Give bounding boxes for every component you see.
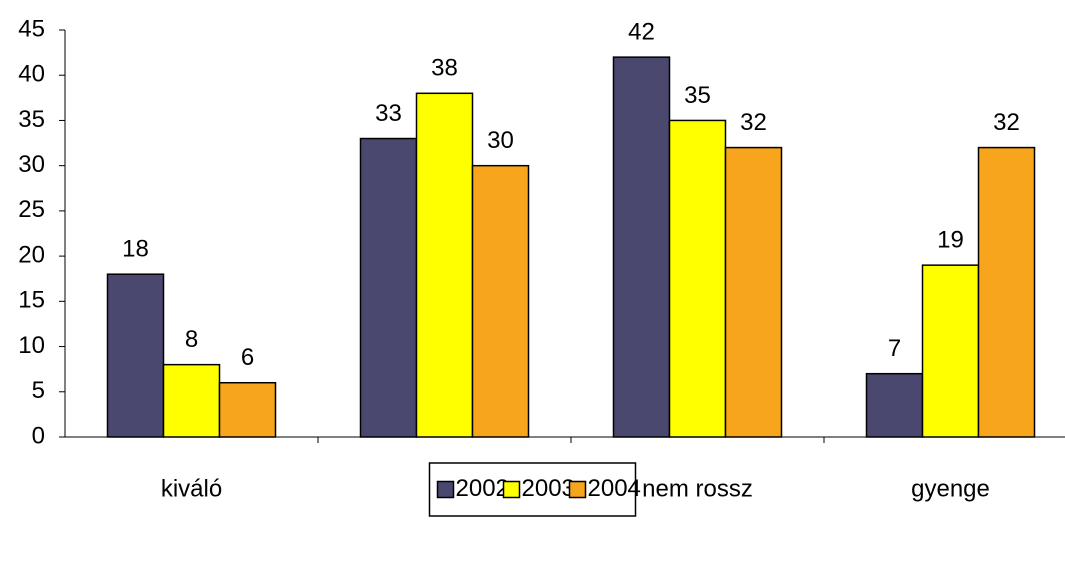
data-label: 33 — [375, 100, 402, 127]
bar — [668, 119, 727, 438]
bar — [415, 92, 474, 438]
y-tick-label: 45 — [18, 15, 45, 42]
y-tick-label: 10 — [18, 332, 45, 359]
y-tick-label: 5 — [32, 377, 45, 404]
y-tick-label: 40 — [18, 61, 45, 88]
legend-label: 2002 — [456, 475, 509, 502]
y-tick-label: 30 — [18, 151, 45, 178]
data-label: 6 — [241, 344, 254, 371]
bar — [106, 273, 165, 438]
legend-box — [428, 462, 637, 517]
bar — [359, 137, 418, 438]
legend-swatch — [568, 480, 587, 499]
bar — [218, 381, 277, 438]
bar — [977, 146, 1036, 438]
legend-label: 2003 — [522, 475, 575, 502]
data-label: 38 — [431, 55, 458, 82]
bar — [612, 56, 671, 438]
y-tick-label: 15 — [18, 287, 45, 314]
data-label: 32 — [740, 109, 767, 136]
bar — [724, 146, 783, 438]
y-tick-label: 0 — [32, 422, 45, 449]
y-tick-label: 20 — [18, 241, 45, 268]
data-label: 8 — [185, 326, 198, 353]
data-label: 30 — [487, 127, 514, 154]
data-label: 19 — [937, 226, 964, 253]
y-tick-label: 25 — [18, 196, 45, 223]
data-label: 42 — [628, 18, 655, 45]
legend-swatch — [502, 480, 521, 499]
data-label: 32 — [993, 109, 1020, 136]
x-tick-label: nem rossz — [642, 475, 753, 502]
bar — [921, 264, 980, 438]
y-tick-label: 35 — [18, 106, 45, 133]
legend-swatch — [436, 480, 455, 499]
legend-label: 2004 — [588, 475, 641, 502]
data-label: 18 — [122, 236, 149, 263]
bar — [471, 164, 530, 438]
bar — [865, 372, 924, 438]
data-label: 35 — [684, 82, 711, 109]
x-tick-label: gyenge — [911, 475, 990, 502]
data-label: 7 — [888, 335, 901, 362]
x-tick-label: kiváló — [161, 475, 222, 502]
bar — [162, 363, 221, 438]
